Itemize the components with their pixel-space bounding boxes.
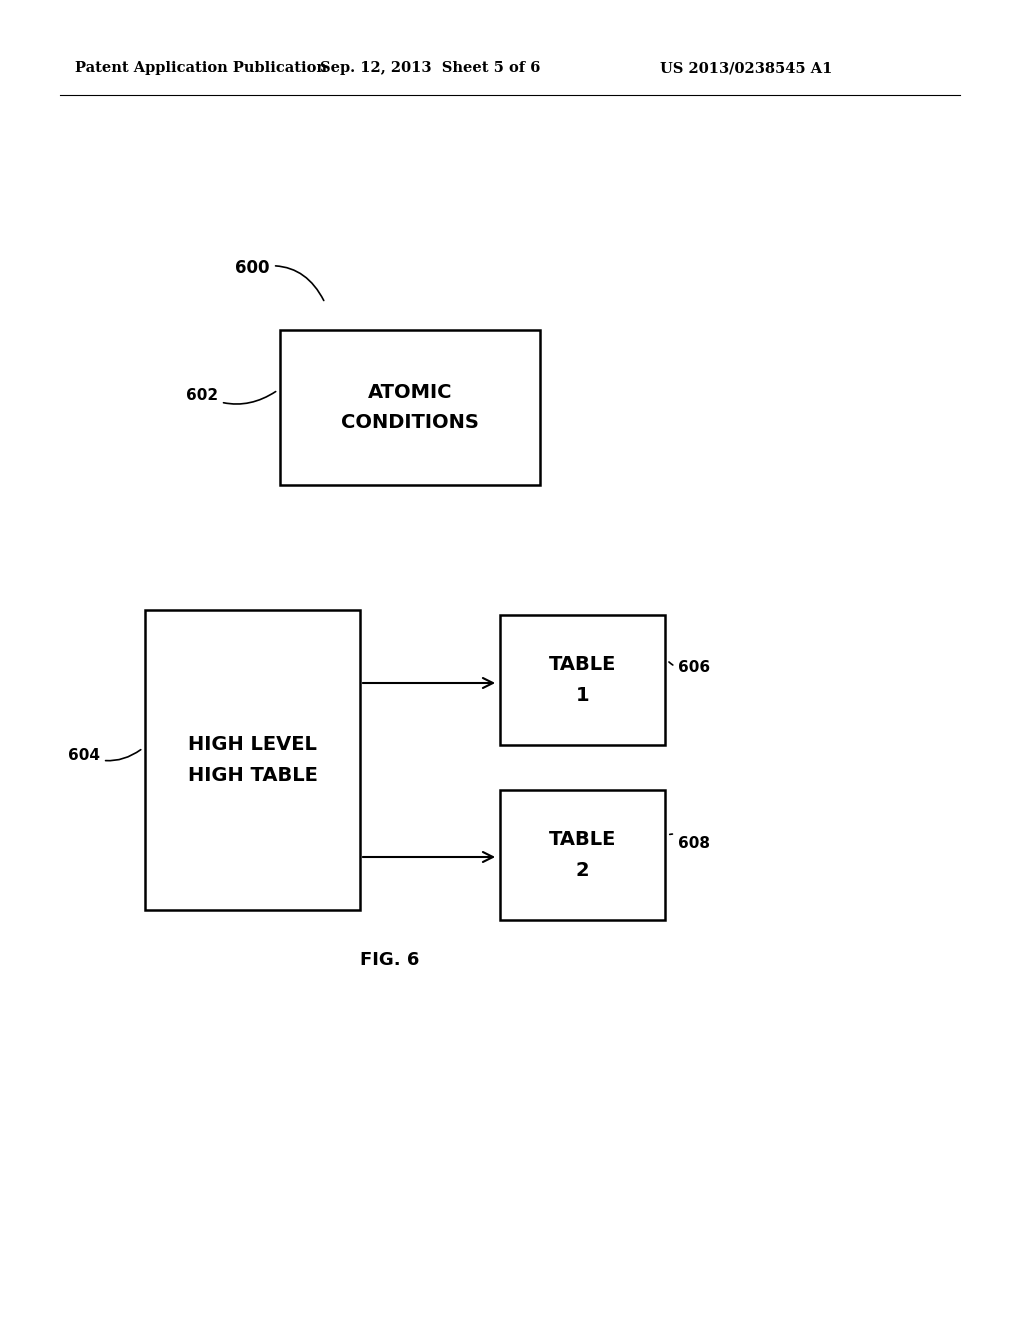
Text: US 2013/0238545 A1: US 2013/0238545 A1 — [660, 61, 833, 75]
Bar — [280, 330, 540, 484]
Text: 608: 608 — [670, 834, 710, 850]
Bar — [500, 789, 665, 920]
Text: 602: 602 — [186, 388, 275, 404]
Text: ATOMIC
CONDITIONS: ATOMIC CONDITIONS — [341, 383, 479, 433]
Text: TABLE
1: TABLE 1 — [549, 655, 616, 705]
Text: 604: 604 — [68, 747, 140, 763]
Bar — [145, 610, 360, 909]
Text: Sep. 12, 2013  Sheet 5 of 6: Sep. 12, 2013 Sheet 5 of 6 — [319, 61, 541, 75]
Text: TABLE
2: TABLE 2 — [549, 830, 616, 880]
Text: Patent Application Publication: Patent Application Publication — [75, 61, 327, 75]
Text: 600: 600 — [236, 259, 324, 301]
Bar — [500, 615, 665, 744]
Text: FIG. 6: FIG. 6 — [360, 950, 420, 969]
Text: HIGH LEVEL
HIGH TABLE: HIGH LEVEL HIGH TABLE — [187, 735, 317, 785]
Text: 606: 606 — [669, 660, 710, 676]
